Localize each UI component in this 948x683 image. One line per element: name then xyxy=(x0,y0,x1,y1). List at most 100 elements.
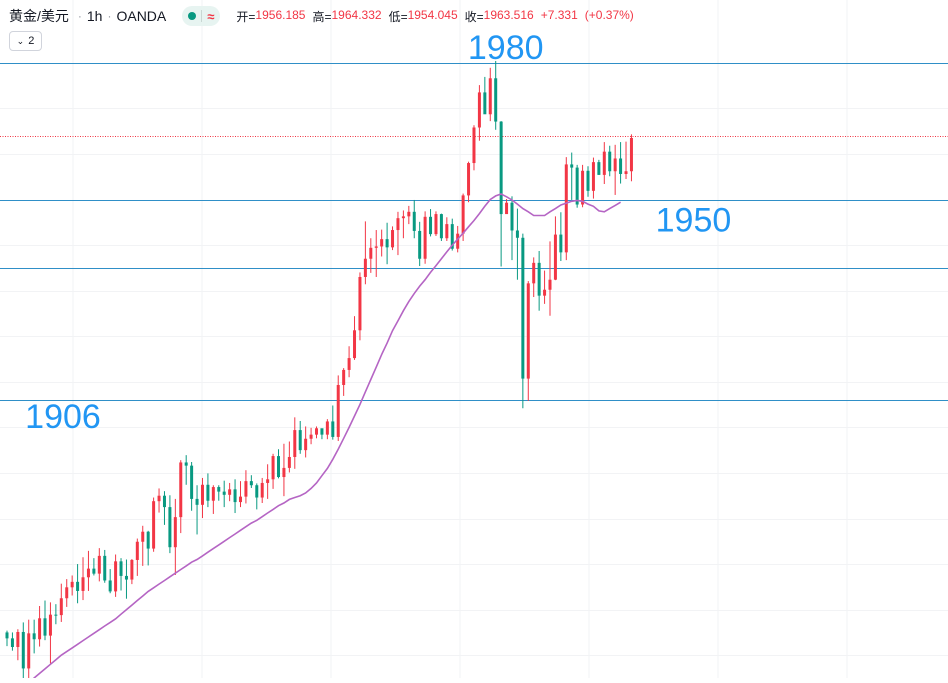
candle[interactable] xyxy=(429,209,433,237)
candle[interactable] xyxy=(277,449,280,479)
candle[interactable] xyxy=(81,557,85,601)
candle[interactable] xyxy=(315,426,319,439)
candle[interactable] xyxy=(244,470,248,504)
candle[interactable] xyxy=(505,199,509,215)
candle[interactable] xyxy=(152,497,156,552)
candle[interactable] xyxy=(168,495,172,554)
candle[interactable] xyxy=(200,477,204,519)
candle[interactable] xyxy=(59,583,63,622)
candle[interactable] xyxy=(342,368,346,396)
candle[interactable] xyxy=(5,630,9,647)
candle[interactable] xyxy=(287,441,291,473)
candle[interactable] xyxy=(43,600,47,641)
candle[interactable] xyxy=(10,632,14,651)
candle[interactable] xyxy=(532,257,536,298)
candle[interactable] xyxy=(396,211,400,256)
candle[interactable] xyxy=(173,498,177,576)
candle[interactable] xyxy=(65,579,69,607)
candle[interactable] xyxy=(325,419,329,440)
candle[interactable] xyxy=(363,221,367,285)
candle[interactable] xyxy=(515,208,519,280)
candle[interactable] xyxy=(374,230,378,277)
candle[interactable] xyxy=(380,229,384,257)
candle[interactable] xyxy=(510,196,514,261)
candle[interactable] xyxy=(103,549,107,583)
candle[interactable] xyxy=(135,538,139,576)
candle[interactable] xyxy=(434,211,438,236)
candle[interactable] xyxy=(613,144,617,195)
candle[interactable] xyxy=(141,525,145,566)
candle[interactable] xyxy=(206,473,210,508)
interval-label[interactable]: 1h xyxy=(86,8,103,24)
symbol-name[interactable]: 黄金/美元 xyxy=(9,8,69,24)
candle[interactable] xyxy=(608,145,612,177)
candle[interactable] xyxy=(146,530,150,566)
candle[interactable] xyxy=(477,85,481,141)
candle[interactable] xyxy=(483,76,487,115)
candle[interactable] xyxy=(271,453,275,489)
candle[interactable] xyxy=(548,241,552,316)
candle[interactable] xyxy=(353,316,357,360)
candle[interactable] xyxy=(331,405,335,440)
candle[interactable] xyxy=(553,216,557,281)
candle[interactable] xyxy=(293,417,297,469)
candle[interactable] xyxy=(162,491,166,525)
candle[interactable] xyxy=(195,485,199,535)
candle[interactable] xyxy=(184,455,188,485)
candle[interactable] xyxy=(27,619,31,683)
candle[interactable] xyxy=(222,480,226,508)
candle[interactable] xyxy=(418,221,422,267)
candle[interactable] xyxy=(48,602,52,664)
candle[interactable] xyxy=(260,477,264,504)
candle[interactable] xyxy=(266,464,270,499)
candle[interactable] xyxy=(526,281,530,401)
candle[interactable] xyxy=(591,157,595,199)
candle[interactable] xyxy=(407,205,411,225)
candle[interactable] xyxy=(488,67,492,122)
candle[interactable] xyxy=(543,270,547,304)
candle[interactable] xyxy=(309,427,313,445)
candle[interactable] xyxy=(564,157,568,261)
candle[interactable] xyxy=(97,548,101,582)
candle[interactable] xyxy=(358,272,362,341)
candle[interactable] xyxy=(401,210,405,239)
candle[interactable] xyxy=(619,142,623,184)
candle[interactable] xyxy=(211,485,215,514)
candle[interactable] xyxy=(114,554,118,597)
candle[interactable] xyxy=(92,558,96,576)
candle[interactable] xyxy=(21,622,25,683)
candle[interactable] xyxy=(494,60,498,130)
candle[interactable] xyxy=(32,619,36,654)
candle[interactable] xyxy=(179,460,183,534)
candle[interactable] xyxy=(130,559,134,585)
candle[interactable] xyxy=(602,142,606,185)
candle[interactable] xyxy=(412,199,416,239)
candle[interactable] xyxy=(38,605,42,647)
candle[interactable] xyxy=(228,482,232,502)
candle[interactable] xyxy=(559,212,563,262)
candle[interactable] xyxy=(238,481,242,508)
candle[interactable] xyxy=(423,211,427,264)
candle[interactable] xyxy=(391,226,395,251)
candle[interactable] xyxy=(472,125,476,171)
candle[interactable] xyxy=(54,604,58,625)
candle[interactable] xyxy=(385,222,389,265)
candle[interactable] xyxy=(108,569,112,594)
candle[interactable] xyxy=(369,238,373,273)
candle[interactable] xyxy=(16,629,20,661)
candle[interactable] xyxy=(76,564,80,604)
candle[interactable] xyxy=(581,164,585,208)
candle[interactable] xyxy=(255,483,259,510)
candle[interactable] xyxy=(249,475,253,488)
candle[interactable] xyxy=(320,428,324,440)
candle[interactable] xyxy=(629,134,633,182)
candle[interactable] xyxy=(86,550,90,591)
candle[interactable] xyxy=(439,213,443,241)
candle[interactable] xyxy=(445,217,449,241)
candle[interactable] xyxy=(597,159,601,175)
candle[interactable] xyxy=(624,141,628,179)
candle[interactable] xyxy=(124,559,128,599)
candle[interactable] xyxy=(586,166,590,197)
market-status-pill[interactable]: ≈ xyxy=(182,6,221,26)
